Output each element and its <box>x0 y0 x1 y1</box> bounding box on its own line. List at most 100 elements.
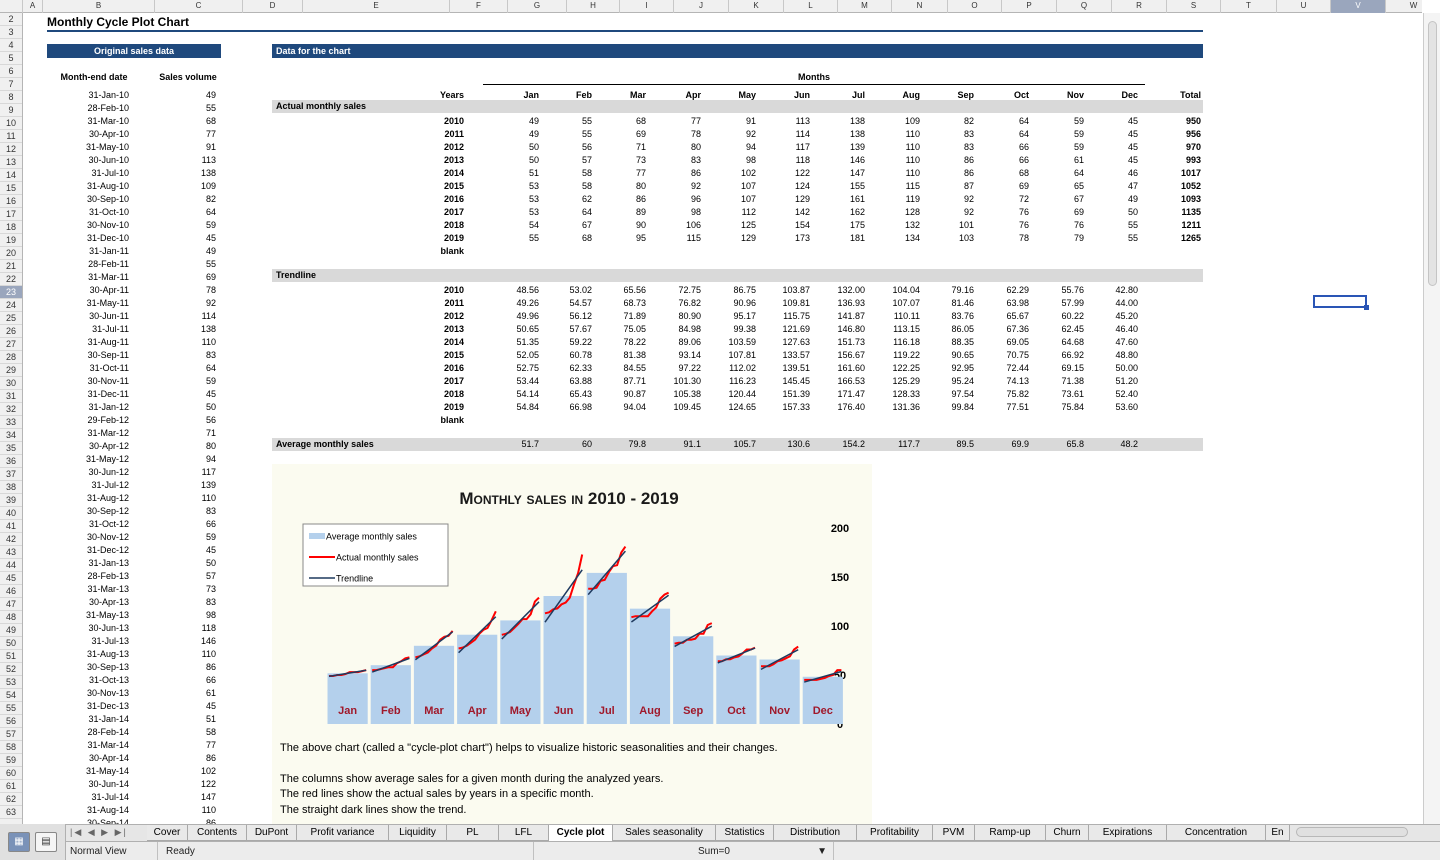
sales-cell[interactable]: 69 <box>205 272 216 282</box>
date-cell[interactable]: 31-Jan-14 <box>88 714 129 724</box>
month-header-jun[interactable]: Jun <box>793 90 810 100</box>
row-header-17[interactable]: 17 <box>0 208 22 221</box>
total-cell[interactable]: 1052 <box>1180 181 1201 191</box>
trend-value-cell[interactable]: 131.36 <box>892 402 920 412</box>
date-cell[interactable]: 30-Jun-13 <box>88 623 129 633</box>
trend-value-cell[interactable]: 92.95 <box>951 363 974 373</box>
date-cell[interactable]: 31-Aug-11 <box>87 337 129 347</box>
trend-value-cell[interactable]: 151.39 <box>782 389 810 399</box>
trend-value-cell[interactable]: 70.75 <box>1006 350 1029 360</box>
actual-value-cell[interactable]: 83 <box>690 155 701 165</box>
trend-value-cell[interactable]: 101.30 <box>673 376 701 386</box>
sales-cell[interactable]: 50 <box>205 558 216 568</box>
total-cell[interactable]: 993 <box>1185 155 1201 165</box>
sales-cell[interactable]: 94 <box>205 454 216 464</box>
actual-value-cell[interactable]: 76 <box>1018 207 1029 217</box>
trend-value-cell[interactable]: 156.67 <box>837 350 865 360</box>
actual-value-cell[interactable]: 119 <box>905 194 920 204</box>
actual-value-cell[interactable]: 58 <box>581 181 592 191</box>
actual-value-cell[interactable]: 92 <box>745 129 756 139</box>
trend-value-cell[interactable]: 68.73 <box>623 298 646 308</box>
actual-value-cell[interactable]: 45 <box>1127 155 1138 165</box>
date-cell[interactable]: 31-Dec-10 <box>86 233 129 243</box>
sales-cell[interactable]: 92 <box>205 298 216 308</box>
average-value-cell[interactable]: 154.2 <box>842 439 865 449</box>
sales-cell[interactable]: 110 <box>201 337 216 347</box>
trend-value-cell[interactable]: 94.04 <box>623 402 646 412</box>
date-cell[interactable]: 31-May-14 <box>85 766 129 776</box>
trend-value-cell[interactable]: 71.89 <box>623 311 646 321</box>
date-cell[interactable]: 31-Oct-13 <box>88 675 129 685</box>
actual-value-cell[interactable]: 103 <box>958 233 974 243</box>
trend-value-cell[interactable]: 103.59 <box>728 337 756 347</box>
column-header-e[interactable]: E <box>303 0 450 13</box>
date-cell[interactable]: 31-Aug-13 <box>86 649 129 659</box>
sales-cell[interactable]: 64 <box>205 363 216 373</box>
row-header-56[interactable]: 56 <box>0 715 22 728</box>
row-header-35[interactable]: 35 <box>0 442 22 455</box>
date-cell[interactable]: 28-Feb-14 <box>87 727 129 737</box>
sales-cell[interactable]: 83 <box>205 597 216 607</box>
sales-cell[interactable]: 110 <box>201 649 216 659</box>
row-header-8[interactable]: 8 <box>0 91 22 104</box>
sheet-tab-pl[interactable]: PL <box>447 825 499 841</box>
trend-value-cell[interactable]: 88.35 <box>951 337 974 347</box>
year-cell[interactable]: 2018 <box>443 220 464 230</box>
years-header[interactable]: Years <box>439 90 464 100</box>
trend-value-cell[interactable]: 63.98 <box>1006 298 1029 308</box>
actual-value-cell[interactable]: 138 <box>849 129 865 139</box>
sales-cell[interactable]: 59 <box>205 376 216 386</box>
trend-value-cell[interactable]: 67.36 <box>1006 324 1029 334</box>
row-header-45[interactable]: 45 <box>0 572 22 585</box>
actual-value-cell[interactable]: 53 <box>528 181 539 191</box>
trend-value-cell[interactable]: 157.33 <box>782 402 810 412</box>
date-cell[interactable]: 30-Apr-13 <box>88 597 129 607</box>
total-cell[interactable]: 956 <box>1185 129 1201 139</box>
row-header-41[interactable]: 41 <box>0 520 22 533</box>
trend-value-cell[interactable]: 65.67 <box>1006 311 1029 321</box>
column-header-f[interactable]: F <box>450 0 508 13</box>
actual-value-cell[interactable]: 86 <box>635 194 646 204</box>
sheet-tab-en[interactable]: En <box>1266 825 1290 841</box>
sales-cell[interactable]: 102 <box>200 766 216 776</box>
date-cell[interactable]: 31-Mar-12 <box>87 428 129 438</box>
sales-cell[interactable]: 110 <box>201 493 216 503</box>
blank-cell[interactable]: blank <box>440 415 464 425</box>
trend-value-cell[interactable]: 107.81 <box>728 350 756 360</box>
average-value-cell[interactable]: 89.5 <box>956 439 974 449</box>
average-value-cell[interactable]: 65.8 <box>1066 439 1084 449</box>
sales-cell[interactable]: 55 <box>205 259 216 269</box>
column-header-o[interactable]: O <box>948 0 1002 13</box>
actual-value-cell[interactable]: 57 <box>581 155 592 165</box>
trend-value-cell[interactable]: 166.53 <box>837 376 865 386</box>
actual-value-cell[interactable]: 106 <box>685 220 701 230</box>
row-header-48[interactable]: 48 <box>0 611 22 624</box>
actual-value-cell[interactable]: 101 <box>958 220 974 230</box>
date-cell[interactable]: 31-Aug-12 <box>86 493 129 503</box>
trend-value-cell[interactable]: 80.90 <box>678 311 701 321</box>
trend-value-cell[interactable]: 50.65 <box>516 324 539 334</box>
actual-value-cell[interactable]: 107 <box>740 181 756 191</box>
trend-value-cell[interactable]: 136.93 <box>837 298 865 308</box>
row-header-59[interactable]: 59 <box>0 754 22 767</box>
row-header-21[interactable]: 21 <box>0 260 22 273</box>
actual-value-cell[interactable]: 59 <box>1073 129 1084 139</box>
row-header-6[interactable]: 6 <box>0 65 22 78</box>
row-header-51[interactable]: 51 <box>0 650 22 663</box>
actual-value-cell[interactable]: 173 <box>794 233 810 243</box>
sales-cell[interactable]: 118 <box>201 623 216 633</box>
actual-value-cell[interactable]: 67 <box>581 220 592 230</box>
date-cell[interactable]: 30-Nov-11 <box>87 376 129 386</box>
date-cell[interactable]: 30-Nov-10 <box>86 220 129 230</box>
date-cell[interactable]: 31-Jan-13 <box>88 558 129 568</box>
month-header-dec[interactable]: Dec <box>1121 90 1138 100</box>
date-cell[interactable]: 31-Jul-10 <box>91 168 129 178</box>
actual-value-cell[interactable]: 162 <box>849 207 865 217</box>
actual-value-cell[interactable]: 114 <box>795 129 810 139</box>
trend-value-cell[interactable]: 97.22 <box>678 363 701 373</box>
date-cell[interactable]: 30-Apr-12 <box>88 441 129 451</box>
trend-value-cell[interactable]: 113.15 <box>893 324 920 334</box>
trend-value-cell[interactable]: 93.14 <box>678 350 701 360</box>
actual-value-cell[interactable]: 110 <box>905 129 920 139</box>
trend-value-cell[interactable]: 87.71 <box>623 376 646 386</box>
